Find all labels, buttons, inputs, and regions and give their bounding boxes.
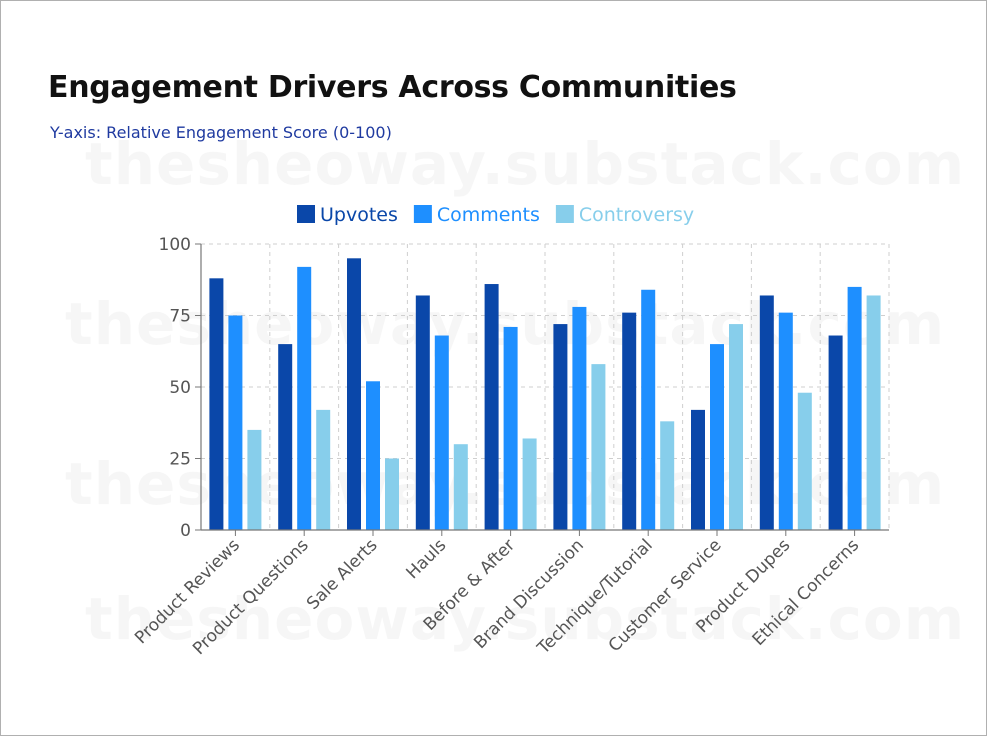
bar-comments: [434, 335, 449, 530]
bar-comments: [847, 286, 862, 530]
bar-controversy: [729, 324, 743, 530]
y-tick-label: 25: [169, 450, 191, 470]
bar-comments: [228, 315, 243, 530]
bar-comments: [503, 326, 518, 530]
bar-controversy: [316, 409, 331, 530]
bar-upvotes: [415, 295, 430, 530]
x-tick-label: Hauls: [403, 535, 451, 583]
y-tick-label: 75: [169, 307, 191, 327]
bar-upvotes: [622, 312, 637, 530]
legend-swatch-upvotes: [297, 205, 315, 223]
bar-comments: [778, 312, 793, 530]
bar-controversy: [453, 444, 468, 530]
bar-controversy: [660, 421, 675, 530]
bar-controversy: [385, 458, 399, 530]
bar-comments: [710, 344, 724, 530]
bar-comments: [572, 306, 587, 530]
bar-upvotes: [828, 335, 843, 530]
bar-upvotes: [347, 258, 361, 530]
legend-swatch-controversy: [555, 205, 574, 223]
bar-upvotes: [691, 409, 705, 530]
x-tick-label: Customer Service: [605, 535, 726, 656]
bar-upvotes: [209, 278, 224, 530]
bar-upvotes: [759, 295, 774, 530]
bar-upvotes: [484, 284, 499, 530]
x-tick-label: Technique/Tutorial: [533, 535, 657, 659]
bar-controversy: [797, 392, 812, 530]
x-tick-label: Sale Alerts: [303, 535, 382, 614]
y-tick-label: 100: [159, 235, 191, 255]
bar-comments: [641, 289, 656, 530]
bar-controversy: [247, 429, 262, 530]
chart-title: Engagement Drivers Across Communities: [48, 70, 737, 105]
chart-subtitle: Y-axis: Relative Engagement Score (0-100…: [50, 123, 392, 142]
bar-controversy: [522, 438, 537, 530]
bar-comments: [366, 381, 380, 530]
legend-swatch-comments: [413, 205, 432, 223]
y-tick-label: 50: [169, 378, 191, 398]
bar-upvotes: [278, 344, 293, 530]
bar-comments: [297, 266, 312, 530]
bar-controversy: [866, 295, 881, 530]
bar-upvotes: [553, 324, 568, 530]
legend-label-controversy: Controversy: [579, 204, 694, 226]
y-tick-label: 0: [180, 521, 191, 541]
x-tick-label: Product Questions: [189, 535, 313, 659]
legend-label-comments: Comments: [437, 204, 540, 226]
legend-label-upvotes: Upvotes: [320, 204, 398, 226]
bar-controversy: [591, 364, 606, 530]
